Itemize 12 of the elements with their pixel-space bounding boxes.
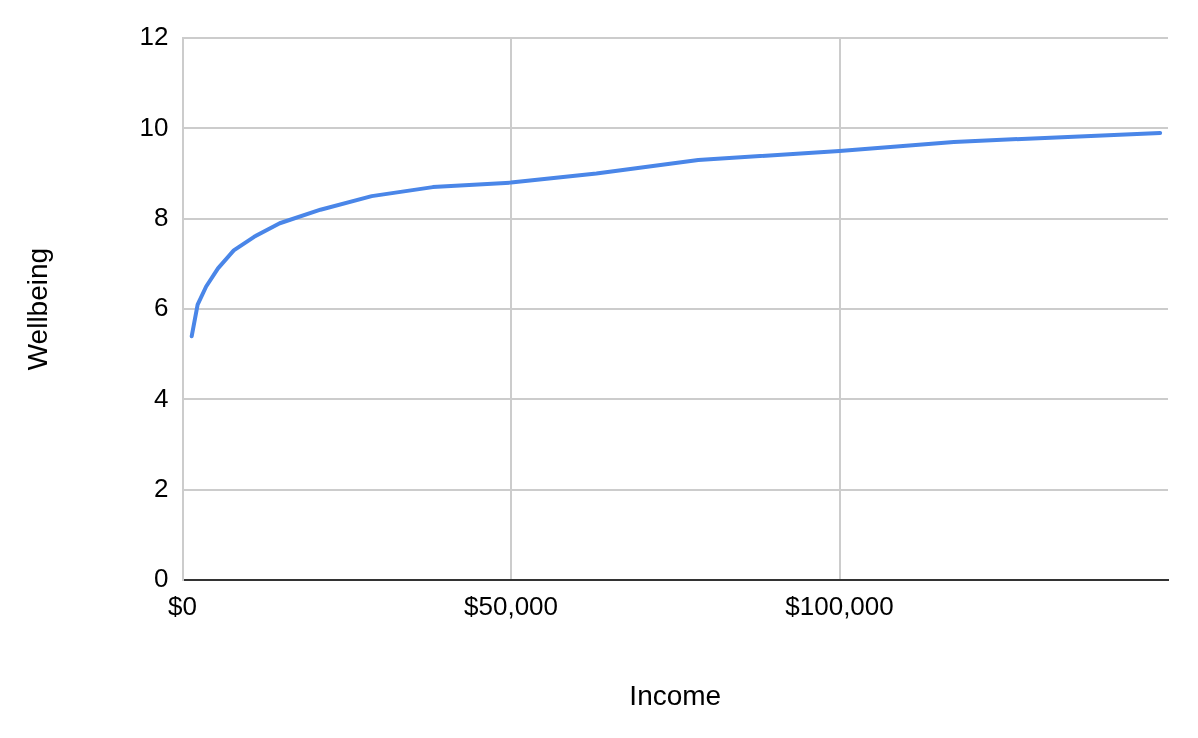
y-tick-label: 12 xyxy=(139,21,169,52)
y-tick-label: 6 xyxy=(154,292,169,323)
x-tick-label: $50,000 xyxy=(464,590,559,621)
y-tick-label: 4 xyxy=(154,382,169,413)
y-tick-label: 10 xyxy=(139,111,169,142)
x-tick-label: $100,000 xyxy=(785,590,894,621)
x-tick-label: $0 xyxy=(168,590,197,621)
y-tick-label: 2 xyxy=(154,473,169,504)
y-axis-title: Wellbeing xyxy=(21,247,53,371)
y-tick-label: 0 xyxy=(154,563,169,594)
y-tick-label: 8 xyxy=(154,201,169,232)
x-axis-title: Income xyxy=(629,679,722,711)
